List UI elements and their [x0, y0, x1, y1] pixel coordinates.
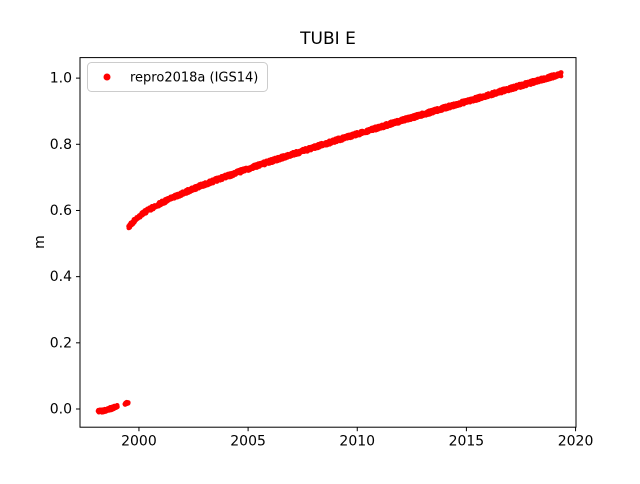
x-tick-label-2005: 2005 — [230, 434, 266, 450]
data-point — [115, 404, 120, 410]
y-axis-ticks: 0.0 0.2 0.4 0.6 0.8 1.0 — [50, 71, 80, 418]
y-tick-label-0.4: 0.4 — [50, 269, 72, 285]
legend-marker-icon — [103, 73, 111, 81]
x-axis-ticks: 2000 2005 2010 2015 2020 — [121, 427, 593, 450]
plot-area-border — [79, 57, 577, 428]
data-point — [559, 70, 564, 75]
y-tick-label-0.2: 0.2 — [50, 335, 72, 351]
y-tick-label-0.6: 0.6 — [50, 203, 72, 219]
y-tick-label-0.0: 0.0 — [50, 402, 72, 418]
chart-title: TUBI E — [299, 29, 356, 49]
y-tick-label-0.8: 0.8 — [50, 137, 72, 153]
x-tick-label-2000: 2000 — [121, 434, 157, 450]
data-point — [126, 400, 131, 405]
legend-box — [87, 62, 268, 92]
legend: repro2018a (IGS14) — [87, 62, 268, 92]
y-axis-label: m — [32, 235, 48, 249]
x-tick-label-2020: 2020 — [558, 434, 594, 450]
x-tick-label-2015: 2015 — [449, 434, 485, 450]
x-tick-label-2010: 2010 — [339, 434, 375, 450]
scatter-points — [95, 70, 564, 415]
y-tick-label-1.0: 1.0 — [50, 71, 72, 87]
data-point — [558, 73, 564, 79]
legend-label: repro2018a (IGS14) — [130, 71, 258, 86]
